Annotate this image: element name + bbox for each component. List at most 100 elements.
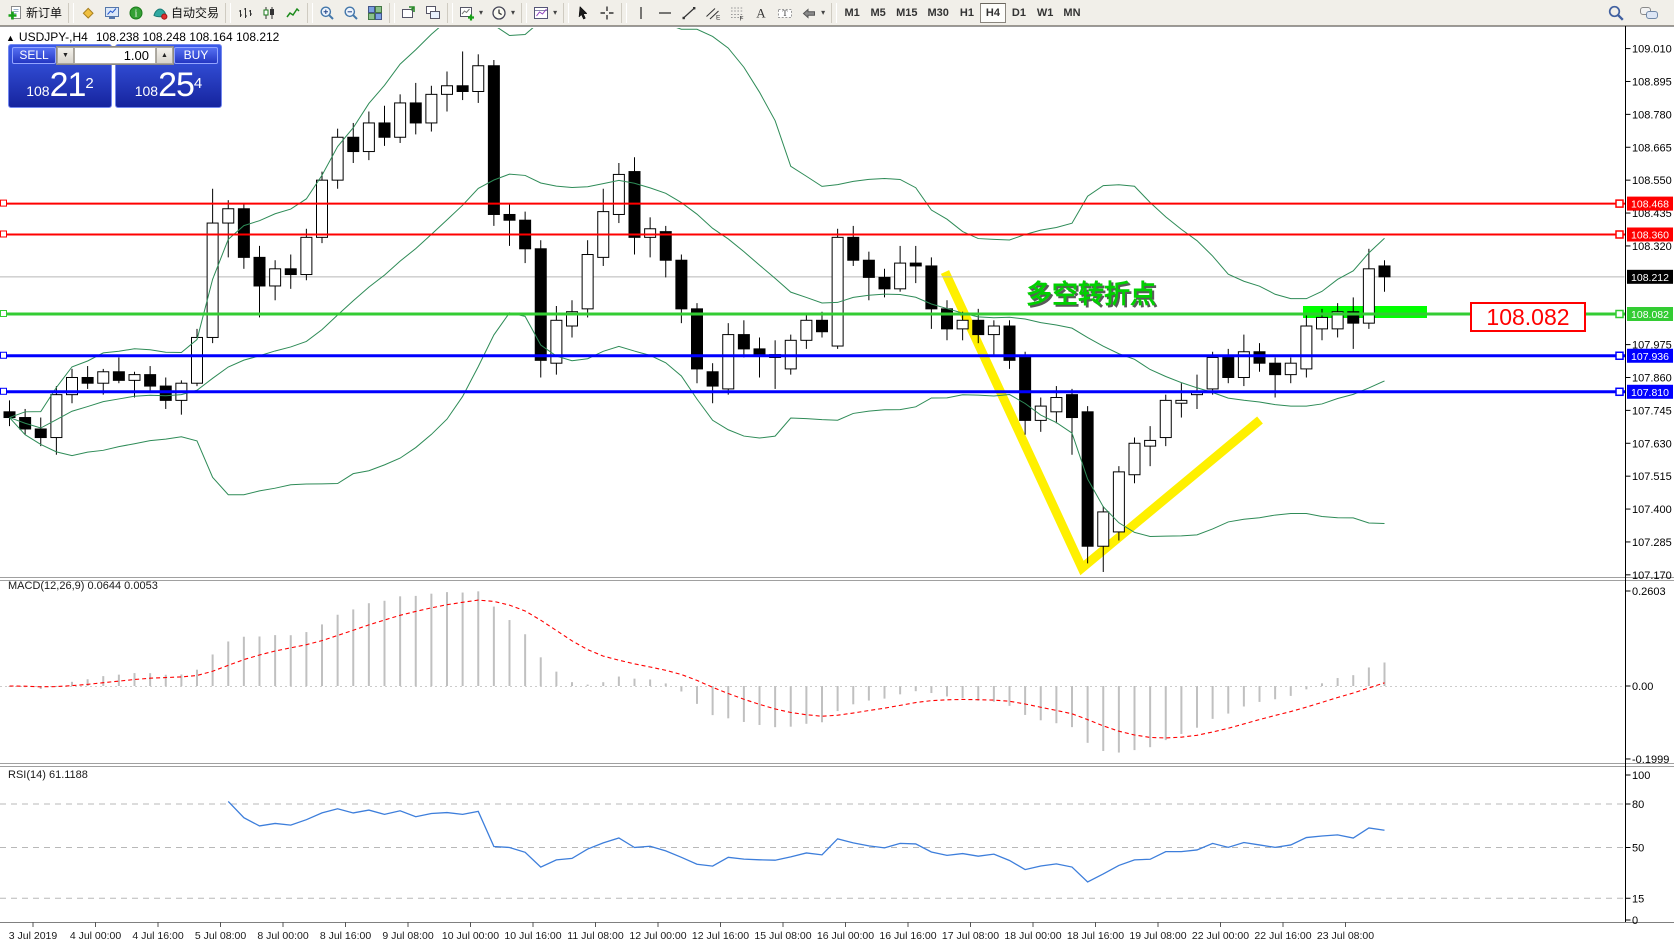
chat-button[interactable] (1635, 2, 1663, 24)
navigator-button[interactable]: i (124, 2, 148, 24)
arrange-icon (401, 5, 417, 21)
svg-text:15 Jul 08:00: 15 Jul 08:00 (754, 930, 811, 942)
toolbar-separator (307, 2, 314, 23)
svg-text:0.00: 0.00 (1632, 681, 1653, 693)
fibonacci-icon: F (729, 5, 745, 21)
svg-text:12 Jul 00:00: 12 Jul 00:00 (629, 930, 686, 942)
buy-price-point: 4 (193, 74, 203, 92)
fibonacci-button[interactable]: F (725, 2, 749, 24)
cascade-windows-button[interactable] (421, 2, 445, 24)
chevron-down-icon: ▾ (511, 8, 516, 17)
timeframe-h1-button[interactable]: H1 (954, 3, 980, 23)
templates-button[interactable]: ▾ (529, 2, 561, 24)
volume-field[interactable]: 1.00 (74, 47, 156, 64)
svg-text:50: 50 (1632, 843, 1644, 855)
svg-text:108.780: 108.780 (1632, 109, 1672, 121)
channel-icon: E (705, 5, 721, 21)
svg-text:108.360: 108.360 (1631, 229, 1669, 241)
search-button[interactable] (1603, 2, 1629, 24)
equidistant-channel-button[interactable]: E (701, 2, 725, 24)
buy-price-bigfigure: 108 (134, 83, 159, 99)
timeframe-toolbar: M1 M5 M15 M30 H1 H4 D1 W1 MN (839, 2, 1085, 23)
svg-text:17 Jul 08:00: 17 Jul 08:00 (942, 930, 999, 942)
text-label-button[interactable]: T (773, 2, 797, 24)
svg-text:A: A (756, 5, 766, 20)
svg-text:18 Jul 16:00: 18 Jul 16:00 (1067, 930, 1124, 942)
time-axis[interactable]: 3 Jul 2019 4 Jul 00:00 4 Jul 16:00 5 Jul 08… (9, 922, 1374, 942)
text-button[interactable]: A (749, 2, 773, 24)
autotrading-button[interactable]: 自动交易 (148, 2, 223, 24)
chevron-down-icon: ▾ (821, 8, 826, 17)
timeframe-d1-button[interactable]: D1 (1006, 3, 1032, 23)
one-click-collapse-icon[interactable]: ▲ (6, 33, 15, 43)
yellow-v-trendline[interactable] (940, 270, 1263, 576)
templates-icon (533, 5, 549, 21)
svg-text:108.320: 108.320 (1632, 241, 1672, 253)
zoom-out-button[interactable] (339, 2, 363, 24)
svg-text:108.895: 108.895 (1632, 76, 1672, 88)
trendline-icon (681, 5, 697, 21)
chart-candles-icon (261, 5, 277, 21)
new-order-label: 新订单 (26, 6, 63, 20)
new-chart-button[interactable]: ▾ (455, 2, 487, 24)
svg-text:22 Jul 16:00: 22 Jul 16:00 (1254, 930, 1311, 942)
svg-text:18 Jul 00:00: 18 Jul 00:00 (1004, 930, 1061, 942)
timeframe-h4-button[interactable]: H4 (979, 2, 1006, 23)
chart-canvas: 109.010 108.895 108.780 108.665 108.550 108.4… (0, 26, 1674, 948)
timeframe-mn-button[interactable]: MN (1058, 3, 1085, 23)
timeframe-m30-button[interactable]: M30 (923, 3, 954, 23)
timeframe-m15-button[interactable]: M15 (891, 3, 922, 23)
toolbar-separator (68, 2, 75, 23)
svg-text:0: 0 (1632, 915, 1638, 927)
timeframe-m1-button[interactable]: M1 (839, 3, 865, 23)
arrows-button[interactable]: ▾ (797, 2, 829, 24)
svg-text:3 Jul 2019: 3 Jul 2019 (9, 930, 58, 942)
timeframe-w1-button[interactable]: W1 (1032, 3, 1059, 23)
sell-button[interactable]: SELL (12, 47, 56, 64)
rsi-pane (0, 801, 1625, 899)
vline-icon (633, 5, 649, 21)
horizontal-line-button[interactable] (653, 2, 677, 24)
svg-text:i: i (135, 8, 138, 19)
chart-candles-button[interactable] (257, 2, 281, 24)
metaeditor-button[interactable] (76, 2, 100, 24)
svg-text:4 Jul 16:00: 4 Jul 16:00 (132, 930, 184, 942)
timeframe-m5-button[interactable]: M5 (865, 3, 891, 23)
crosshair-icon (599, 5, 615, 21)
zoom-out-icon (343, 5, 359, 21)
editor-icon (80, 5, 96, 21)
toolbar-separator (563, 2, 570, 23)
buy-price-pips: 25 (158, 66, 195, 104)
svg-text:107.515: 107.515 (1632, 471, 1672, 483)
buy-button[interactable]: BUY (174, 47, 218, 64)
toolbar-separator (225, 2, 232, 23)
price-axis[interactable]: 109.010 108.895 108.780 108.665 108.550 108.4… (1625, 44, 1674, 927)
volume-decrease-button[interactable]: ▼ (57, 47, 74, 64)
profiles-button[interactable]: ▾ (487, 2, 519, 24)
svg-text:23 Jul 08:00: 23 Jul 08:00 (1317, 930, 1374, 942)
svg-text:-0.1999: -0.1999 (1632, 754, 1669, 766)
sell-price-pips: 21 (49, 66, 87, 104)
zoom-in-icon (319, 5, 335, 21)
toolbar-separator (831, 2, 838, 23)
cursor-button[interactable] (571, 2, 595, 24)
svg-text:107.745: 107.745 (1632, 405, 1672, 417)
new-order-button[interactable]: 新订单 (3, 2, 66, 24)
turning-point-annotation[interactable]: 多空转折点 (1026, 279, 1157, 309)
toolbar-separator (389, 2, 396, 23)
volume-increase-button[interactable]: ▲ (156, 47, 173, 64)
chat-icon (1639, 4, 1659, 22)
vertical-line-button[interactable] (629, 2, 653, 24)
arrange-windows-button[interactable] (397, 2, 421, 24)
terminal-icon (104, 5, 120, 21)
price-callout-label[interactable]: 108.082 (1470, 302, 1586, 332)
zoom-in-button[interactable] (315, 2, 339, 24)
trendline-button[interactable] (677, 2, 701, 24)
crosshair-button[interactable] (595, 2, 619, 24)
chart-line-button[interactable] (281, 2, 305, 24)
toolbar: 新订单 i 自动交易 ▾ ▾ ▾ E F A T ▾ M1 M5 M15 M30 H1 H4 D1 W1 MN (0, 0, 1674, 26)
svg-text:107.810: 107.810 (1631, 387, 1669, 399)
terminal-button[interactable] (100, 2, 124, 24)
chart-bars-button[interactable] (233, 2, 257, 24)
tile-windows-button[interactable] (363, 2, 387, 24)
